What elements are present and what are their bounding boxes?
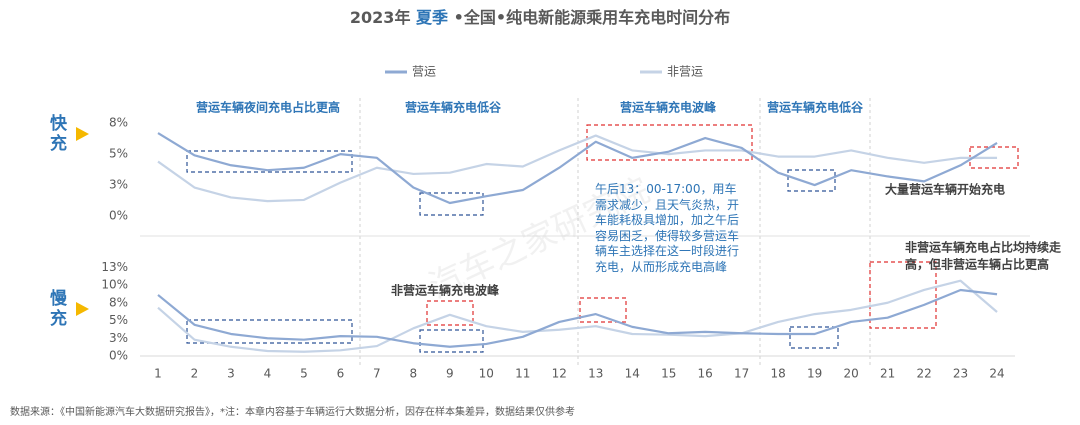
highlight-box [186,319,353,344]
x-tick-label: 17 [734,367,749,381]
annotation: 营运车辆充电低谷 [405,100,502,115]
footnote: 数据来源：《中国新能源汽车大数据研究报告》，*注：本章内容基于车辆运行大数据分析… [10,405,575,418]
x-tick-label: 12 [552,367,567,381]
highlight-box [186,150,353,173]
annotation: 高，但非营运车辆占比更高 [905,257,1049,272]
note-line: 容易困乏，使得较多营运车 [595,228,740,243]
note-line: 午后13：00-17:00，用车 [595,182,737,196]
y-tick-label: 3% [109,331,128,345]
note-line: 车能耗极具增加，加之午后 [595,213,740,227]
x-tick-label: 2 [191,367,199,381]
y-tick-label: 13% [101,260,128,274]
chart-title: 2023年 夏季 •全国•纯电新能源乘用车充电时间分布 [350,8,730,27]
x-tick-label: 22 [916,367,931,381]
legend-label: 非营运 [667,65,703,79]
y-tick-label: 8% [109,116,128,130]
annotation: 非营运车辆充电波峰 [391,283,500,298]
annotation: 营运车辆夜间充电占比更高 [196,100,340,115]
x-tick-label: 3 [227,367,235,381]
x-tick-label: 19 [807,367,822,381]
arrow-icon [76,302,89,316]
title-prefix: 2023年 [350,8,411,27]
legend-label: 营运 [412,65,436,79]
x-tick-label: 21 [880,367,895,381]
x-tick-label: 15 [661,367,676,381]
annotation: 营运车辆充电低谷 [767,100,864,115]
series-line [157,279,998,353]
x-tick-label: 13 [588,367,603,381]
x-tick-label: 23 [953,367,968,381]
x-tick-label: 5 [300,367,308,381]
highlight-box [787,169,836,192]
note-line: 需求减少，且天气炎热，开 [595,197,740,212]
y-tick-label: 5% [109,313,128,327]
series-line [157,132,998,205]
x-tick-label: 1 [154,367,162,381]
panel-label: 慢充 [50,289,67,329]
x-tick-label: 18 [771,367,786,381]
x-tick-label: 10 [479,367,494,381]
x-tick-label: 9 [446,367,454,381]
x-tick-label: 24 [989,367,1004,381]
x-tick-label: 16 [698,367,713,381]
panel-label: 快充 [50,114,67,154]
annotation: 营运车辆充电波峰 [620,100,717,115]
y-tick-label: 5% [109,147,128,161]
title-highlight: 夏季 [415,8,449,27]
y-tick-label: 10% [101,278,128,292]
highlight-box [419,329,484,353]
highlight-box [426,300,474,326]
highlight-box [869,261,937,329]
y-tick-label: 0% [109,209,128,223]
x-tick-label: 20 [843,367,858,381]
highlight-box [789,326,839,349]
x-tick-label: 11 [515,367,530,381]
series-line [157,288,998,348]
x-tick-label: 14 [625,367,640,381]
annotation: 非营运车辆充电占比均持续走 [905,240,1061,255]
x-tick-label: 8 [410,367,418,381]
note: 午后13：00-17:00，用车 需求减少，且天气炎热，开 车能耗极具增加，加之午后… [595,182,755,275]
y-tick-label: 8% [109,295,128,309]
x-tick-label: 7 [373,367,381,381]
note-line: 充电，从而形成充电高峰 [595,259,728,274]
x-tick-label: 4 [264,367,272,381]
highlight-box [586,124,753,161]
box-group [186,150,839,353]
note-line: 辆车主选择在这一时段进行 [595,244,740,258]
annotation: 大量营运车辆开始充电 [885,182,1005,197]
highlight-box [419,192,484,216]
highlight-box [579,297,627,323]
y-tick-label: 3% [109,178,128,192]
title-suffix: •全国•纯电新能源乘用车充电时间分布 [454,8,730,27]
arrow-icon [76,127,89,141]
series-line [157,134,998,203]
x-tick-label: 6 [337,367,345,381]
y-tick-label: 0% [109,349,128,363]
